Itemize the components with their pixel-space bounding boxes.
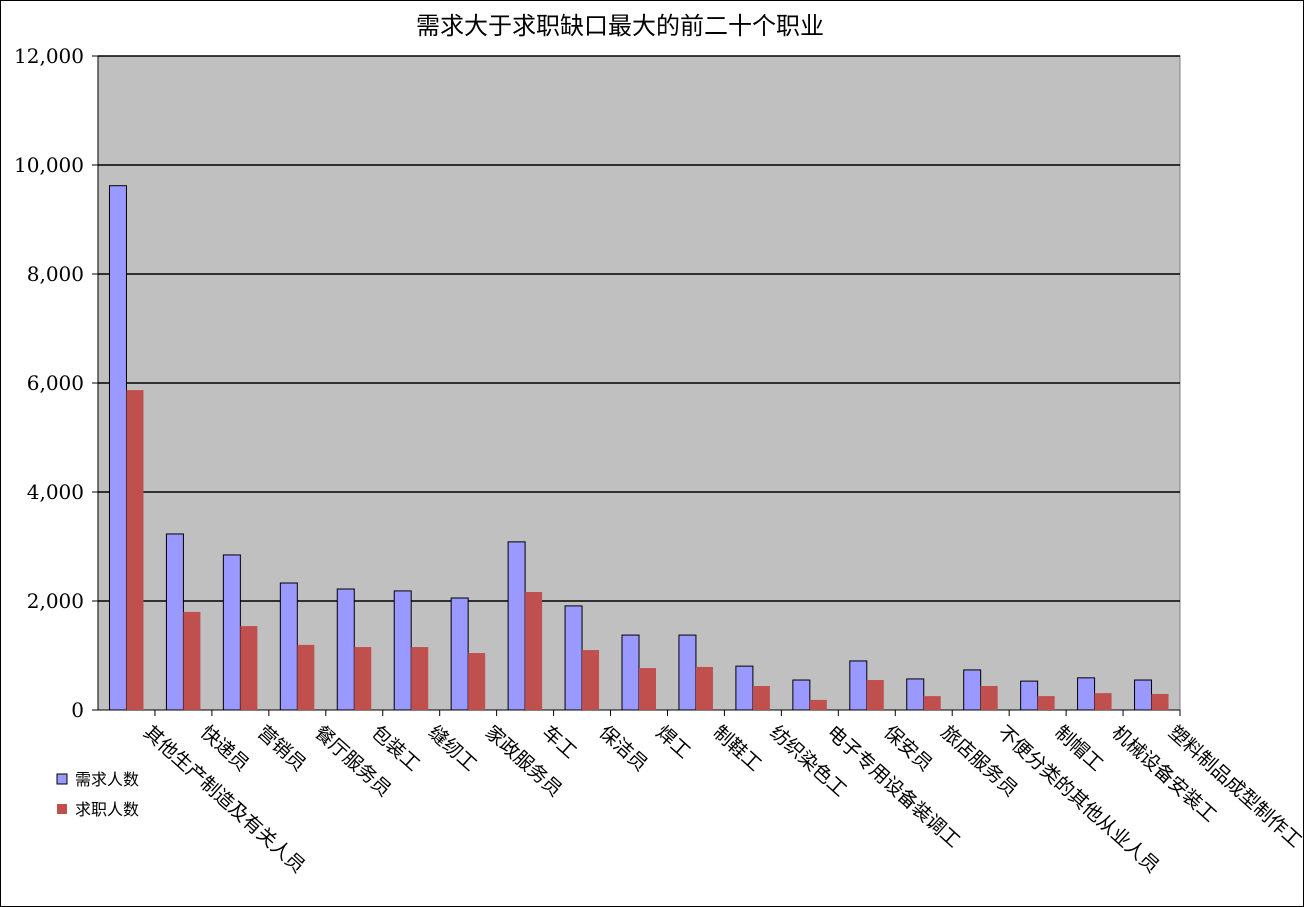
bar-supply	[1094, 693, 1112, 710]
y-tick-label: 12,000	[14, 44, 84, 68]
bar-supply	[411, 647, 429, 710]
x-tick-label: 焊工	[652, 721, 695, 763]
bar-supply	[126, 390, 144, 710]
bar-demand	[963, 669, 982, 711]
bar-demand	[108, 185, 127, 711]
x-tick-label: 缝纫工	[424, 721, 481, 776]
bar-demand	[621, 634, 640, 711]
bar-demand	[1077, 677, 1096, 711]
legend-swatch	[56, 773, 68, 785]
bar-demand	[165, 533, 184, 711]
x-tick-label: 车工	[538, 721, 581, 763]
bar-supply	[1151, 693, 1169, 710]
y-tick-label: 10,000	[14, 153, 84, 177]
bar-supply	[923, 696, 941, 710]
bar-supply	[866, 680, 884, 710]
bar-supply	[639, 668, 656, 710]
legend-swatch	[57, 804, 67, 814]
x-tick-label: 制鞋工	[709, 721, 766, 776]
bar-demand	[849, 660, 868, 711]
bar-supply	[183, 611, 201, 710]
bar-demand	[393, 590, 412, 711]
bar-demand	[507, 541, 526, 711]
bar-supply	[1037, 696, 1055, 710]
bar-demand	[450, 597, 469, 711]
bar-supply	[980, 686, 998, 710]
bar-demand	[792, 679, 811, 711]
bar-supply	[582, 650, 600, 710]
bar-demand	[906, 678, 925, 711]
bar-supply	[752, 686, 770, 710]
legend-label: 需求人数	[75, 770, 139, 789]
y-tick-label: 0	[71, 698, 84, 722]
bar-demand	[1020, 680, 1039, 711]
x-tick-label: 保洁员	[595, 721, 652, 776]
bar-demand	[336, 588, 355, 711]
y-tick-label: 4,000	[27, 480, 84, 504]
bar-supply	[468, 653, 486, 710]
legend-label: 求职人数	[75, 800, 139, 819]
y-tick-label: 8,000	[27, 262, 84, 286]
bar-demand	[222, 554, 241, 711]
x-tick-label: 营销员	[253, 721, 310, 776]
bar-supply	[809, 699, 827, 710]
bar-demand	[1134, 679, 1153, 711]
chart-title: 需求大于求职缺口最大的前二十个职业	[416, 12, 824, 40]
y-tick-label: 2,000	[27, 589, 84, 613]
bar-supply	[240, 626, 258, 710]
bar-supply	[525, 592, 543, 710]
bar-demand	[564, 605, 583, 711]
bar-supply	[297, 644, 315, 710]
bar-demand	[678, 634, 697, 711]
bar-supply	[354, 647, 372, 710]
bar-demand	[735, 665, 754, 711]
bar-demand	[279, 582, 298, 711]
y-tick-label: 6,000	[27, 371, 84, 395]
bar-supply	[695, 666, 713, 710]
